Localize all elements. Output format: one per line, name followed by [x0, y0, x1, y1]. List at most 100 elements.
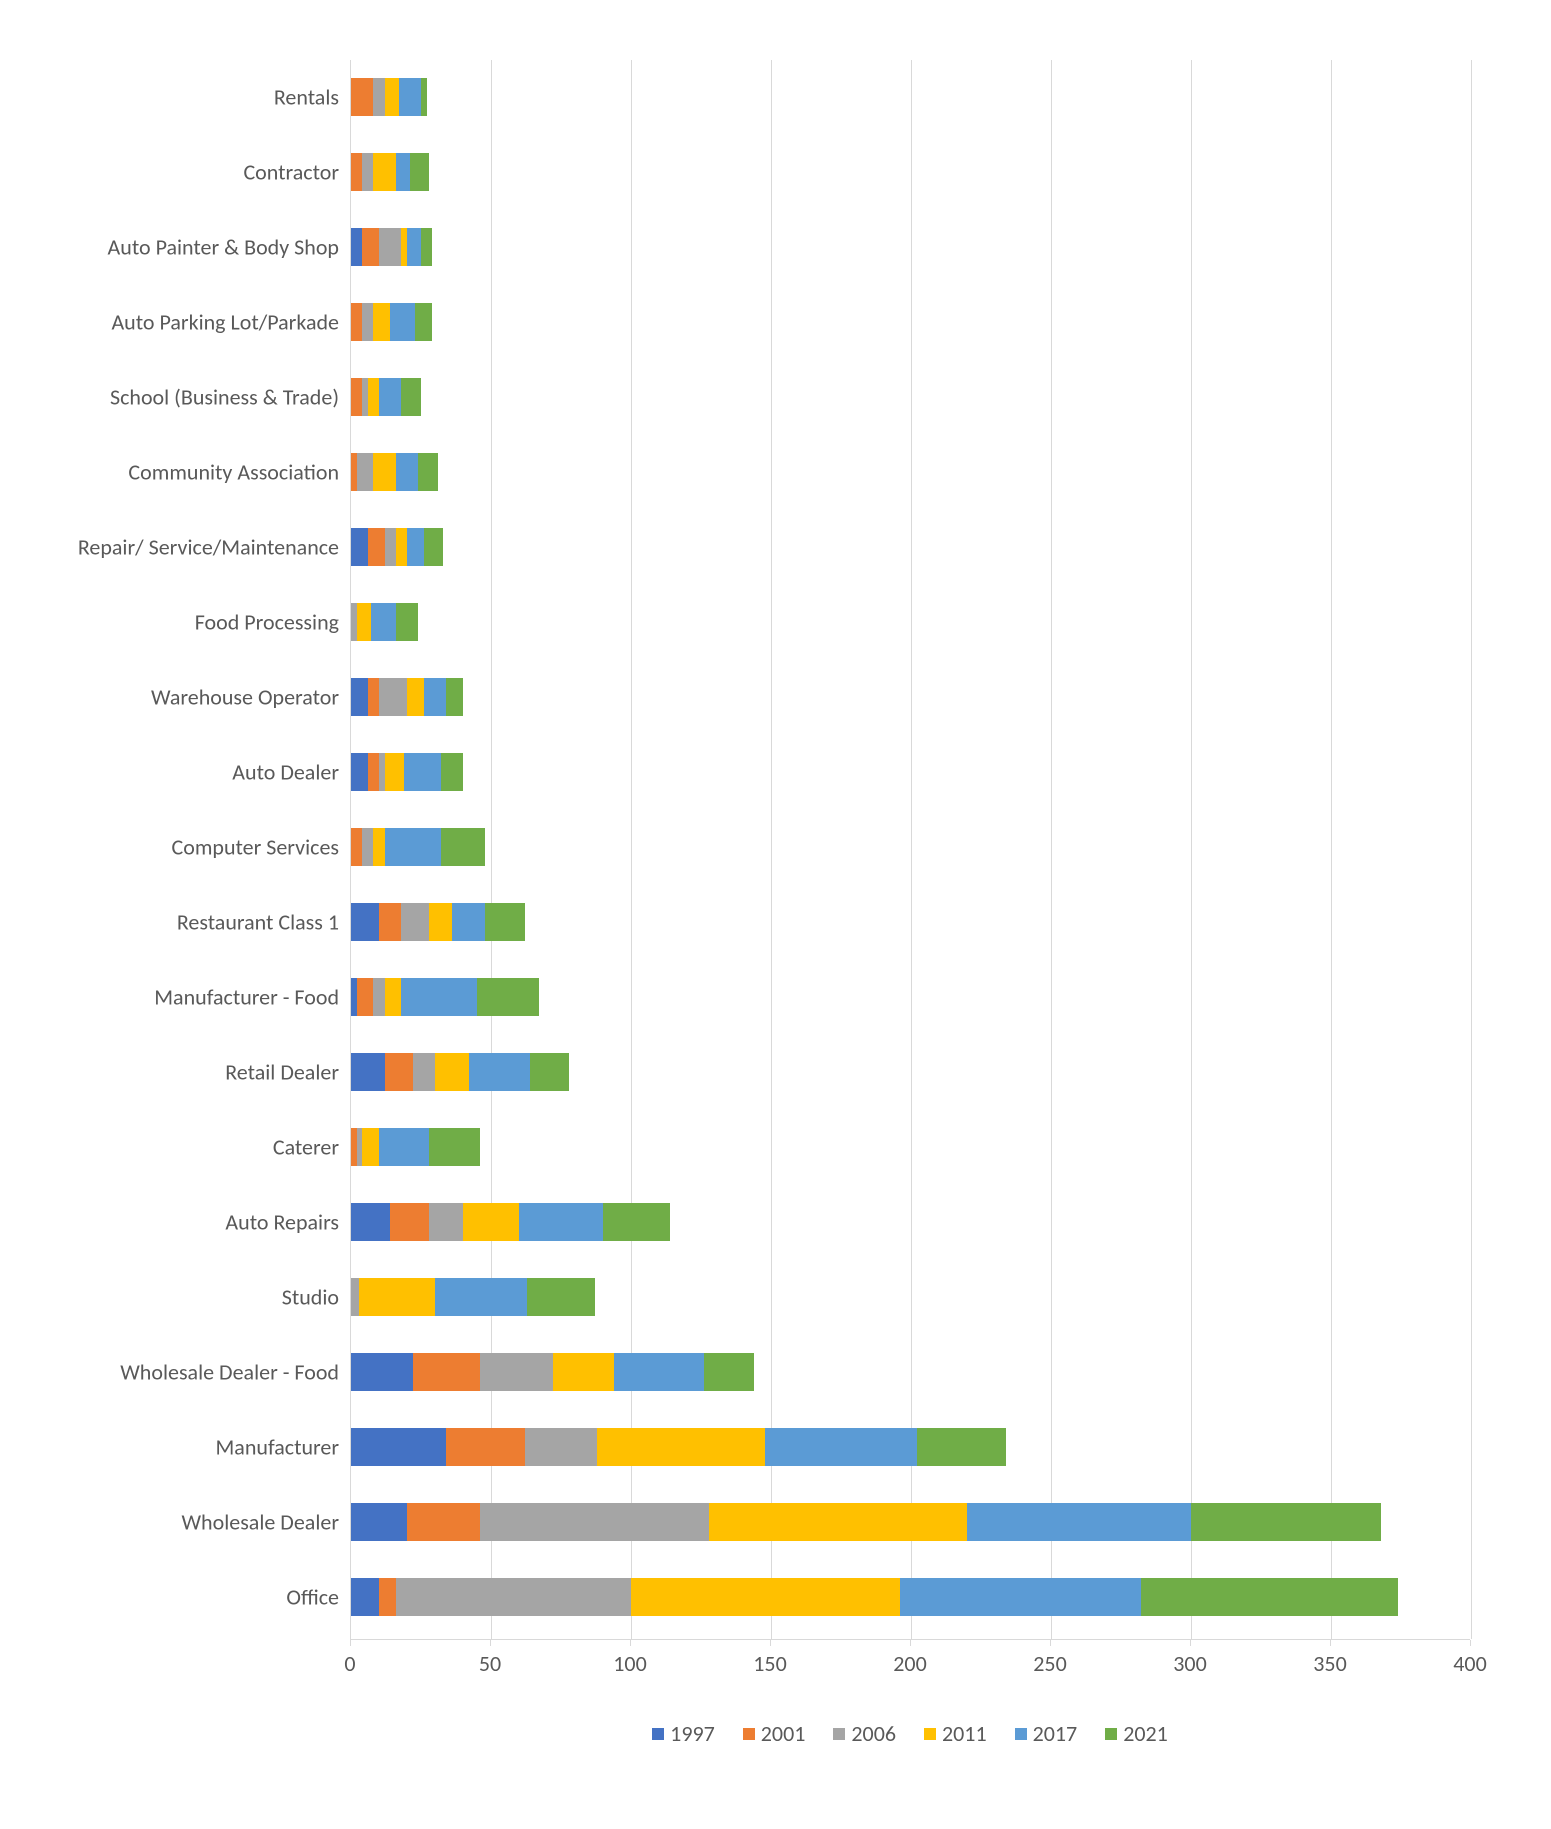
bar-segment-2001	[379, 903, 401, 941]
bar-segment-2021	[1191, 1503, 1381, 1541]
x-tick	[1050, 1640, 1051, 1646]
bar-row	[351, 1203, 670, 1241]
bar-segment-2021	[441, 828, 486, 866]
y-axis-label: Repair/ Service/Maintenance	[78, 534, 339, 561]
y-axis-label: Manufacturer - Food	[154, 984, 339, 1011]
bar-segment-2011	[385, 78, 399, 116]
bar-segment-2006	[413, 1053, 435, 1091]
bar-segment-2017	[765, 1428, 916, 1466]
bar-segment-2001	[390, 1203, 429, 1241]
bar-segment-2017	[404, 753, 440, 791]
legend-swatch	[743, 1728, 755, 1740]
bar-segment-2011	[463, 1203, 519, 1241]
x-tick	[770, 1640, 771, 1646]
bar-segment-1997	[351, 678, 368, 716]
bar-segment-2011	[385, 978, 402, 1016]
bar-segment-2017	[435, 1278, 527, 1316]
bar-segment-2021	[530, 1053, 569, 1091]
x-axis-label: 100	[613, 1650, 646, 1677]
bar-segment-1997	[351, 903, 379, 941]
bar-segment-2017	[424, 678, 446, 716]
bar-segment-2021	[396, 603, 418, 641]
gridline	[631, 60, 632, 1639]
bar-row	[351, 78, 427, 116]
bar-segment-2001	[379, 1578, 396, 1616]
bar-segment-2017	[390, 303, 415, 341]
bar-segment-2006	[525, 1428, 598, 1466]
y-axis-label: Contractor	[243, 159, 339, 186]
bar-segment-2021	[477, 978, 539, 1016]
bar-segment-1997	[351, 1203, 390, 1241]
bar-row	[351, 1428, 1006, 1466]
bar-segment-2021	[415, 303, 432, 341]
legend-item-2011: 2011	[924, 1720, 987, 1747]
x-axis-label: 250	[1033, 1650, 1066, 1677]
y-axis-label: Auto Dealer	[232, 759, 339, 786]
bar-row	[351, 753, 463, 791]
y-axis-label: School (Business & Trade)	[110, 384, 339, 411]
bar-segment-2017	[900, 1578, 1141, 1616]
bar-segment-2011	[373, 153, 395, 191]
bar-segment-2001	[413, 1353, 480, 1391]
bar-segment-2011	[373, 453, 395, 491]
bar-segment-2001	[351, 153, 362, 191]
bar-segment-2006	[385, 528, 396, 566]
legend-label: 2011	[942, 1720, 987, 1747]
bar-segment-2011	[396, 528, 407, 566]
y-axis-label: Auto Painter & Body Shop	[108, 234, 339, 261]
bar-row	[351, 153, 429, 191]
bar-segment-2017	[519, 1203, 603, 1241]
bar-segment-2011	[373, 828, 384, 866]
y-axis-label: Caterer	[273, 1134, 339, 1161]
bar-segment-2017	[396, 453, 418, 491]
x-axis-label: 150	[753, 1650, 786, 1677]
bar-segment-2021	[410, 153, 430, 191]
x-tick	[630, 1640, 631, 1646]
bar-segment-2021	[429, 1128, 479, 1166]
x-tick	[350, 1640, 351, 1646]
legend-swatch	[833, 1728, 845, 1740]
bar-row	[351, 603, 418, 641]
bar-segment-2006	[401, 903, 429, 941]
x-axis-label: 0	[344, 1650, 355, 1677]
bar-row	[351, 453, 438, 491]
bar-segment-2006	[429, 1203, 463, 1241]
gridline	[1471, 60, 1472, 1639]
bar-segment-2017	[967, 1503, 1191, 1541]
bar-segment-2001	[351, 378, 362, 416]
legend-label: 2006	[851, 1720, 896, 1747]
bar-segment-2006	[362, 153, 373, 191]
bar-row	[351, 528, 443, 566]
bar-segment-2017	[379, 378, 401, 416]
gridline	[1191, 60, 1192, 1639]
bar-segment-2011	[631, 1578, 900, 1616]
bar-segment-2011	[357, 603, 371, 641]
legend-item-2021: 2021	[1105, 1720, 1168, 1747]
chart-container: 199720012006201120172021 050100150200250…	[40, 40, 1511, 1789]
x-axis-label: 200	[893, 1650, 926, 1677]
bar-segment-2001	[351, 828, 362, 866]
y-axis-label: Wholesale Dealer	[181, 1509, 339, 1536]
bar-segment-2011	[359, 1278, 435, 1316]
bar-segment-2017	[399, 78, 421, 116]
bar-segment-2001	[351, 78, 373, 116]
x-tick	[1190, 1640, 1191, 1646]
bar-row	[351, 1503, 1381, 1541]
bar-segment-2017	[469, 1053, 531, 1091]
y-axis-label: Studio	[282, 1284, 339, 1311]
bar-segment-2001	[362, 228, 379, 266]
y-axis-label: Wholesale Dealer - Food	[120, 1359, 339, 1386]
legend-item-1997: 1997	[652, 1720, 715, 1747]
legend-label: 2021	[1123, 1720, 1168, 1747]
bar-segment-2006	[373, 978, 384, 1016]
bar-segment-2021	[418, 453, 438, 491]
y-axis-label: Food Processing	[195, 609, 339, 636]
bar-segment-2017	[371, 603, 396, 641]
y-axis-label: Warehouse Operator	[151, 684, 339, 711]
bar-segment-1997	[351, 1428, 446, 1466]
x-axis-label: 300	[1173, 1650, 1206, 1677]
bar-segment-2006	[379, 678, 407, 716]
bar-row	[351, 828, 485, 866]
legend-item-2017: 2017	[1015, 1720, 1078, 1747]
bar-row	[351, 1053, 569, 1091]
